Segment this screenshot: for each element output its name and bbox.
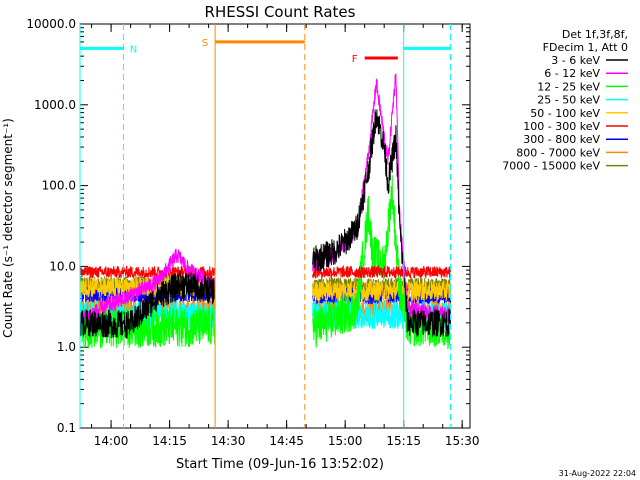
x-tick-label: 15:30 — [445, 434, 480, 448]
legend-item-label: 100 - 300 keV — [523, 120, 600, 133]
x-tick-label: 14:00 — [94, 434, 129, 448]
plot-frame — [79, 23, 471, 429]
y-tick-label: 1000.0 — [34, 98, 76, 112]
x-tick-label: 14:30 — [211, 434, 246, 448]
legend-item-label: 25 - 50 keV — [537, 94, 600, 107]
legend-item-label: 3 - 6 keV — [551, 54, 600, 67]
legend-header-line2: FDecim 1, Att 0 — [543, 41, 628, 54]
series-line-0 — [79, 271, 216, 339]
x-tick-label: 14:15 — [152, 434, 187, 448]
chart-title: RHESSI Count Rates — [205, 3, 356, 21]
y-tick-label: 0.1 — [57, 421, 76, 435]
y-tick-label: 100.0 — [42, 179, 76, 193]
x-tick-label: 14:45 — [269, 434, 304, 448]
legend-item-label: 6 - 12 keV — [544, 67, 600, 80]
annotation-label-0: N — [130, 44, 137, 55]
y-tick-label: 10000.0 — [26, 17, 76, 31]
legend-header-line1: Det 1f,3f,8f, — [562, 28, 628, 41]
legend-item-label: 50 - 100 keV — [530, 107, 600, 120]
legend-item-label: 7000 - 15000 keV — [502, 160, 600, 173]
x-axis-label: Start Time (09-Jun-16 13:52:02) — [176, 457, 384, 472]
y-tick-label: 1.0 — [57, 340, 76, 354]
annotation-label-1: S — [202, 38, 208, 49]
legend-item-label: 12 - 25 keV — [537, 80, 600, 93]
legend-item-label: 300 - 800 keV — [523, 133, 600, 146]
series-line-1 — [79, 248, 216, 325]
series-line-5 — [312, 264, 451, 279]
x-tick-label: 15:15 — [386, 434, 421, 448]
series-line-4 — [312, 279, 451, 302]
y-tick-label: 10.0 — [49, 259, 76, 273]
y-axis-label: Count Rate (s⁻¹ detector segment⁻¹) — [1, 118, 15, 338]
series-line-0 — [312, 109, 451, 337]
legend-item-label: 800 - 7000 keV — [516, 146, 600, 159]
x-tick-label: 15:00 — [328, 434, 363, 448]
annotation-label-2: F — [352, 54, 358, 65]
timestamp: 31-Aug-2022 22:04 — [559, 469, 636, 478]
